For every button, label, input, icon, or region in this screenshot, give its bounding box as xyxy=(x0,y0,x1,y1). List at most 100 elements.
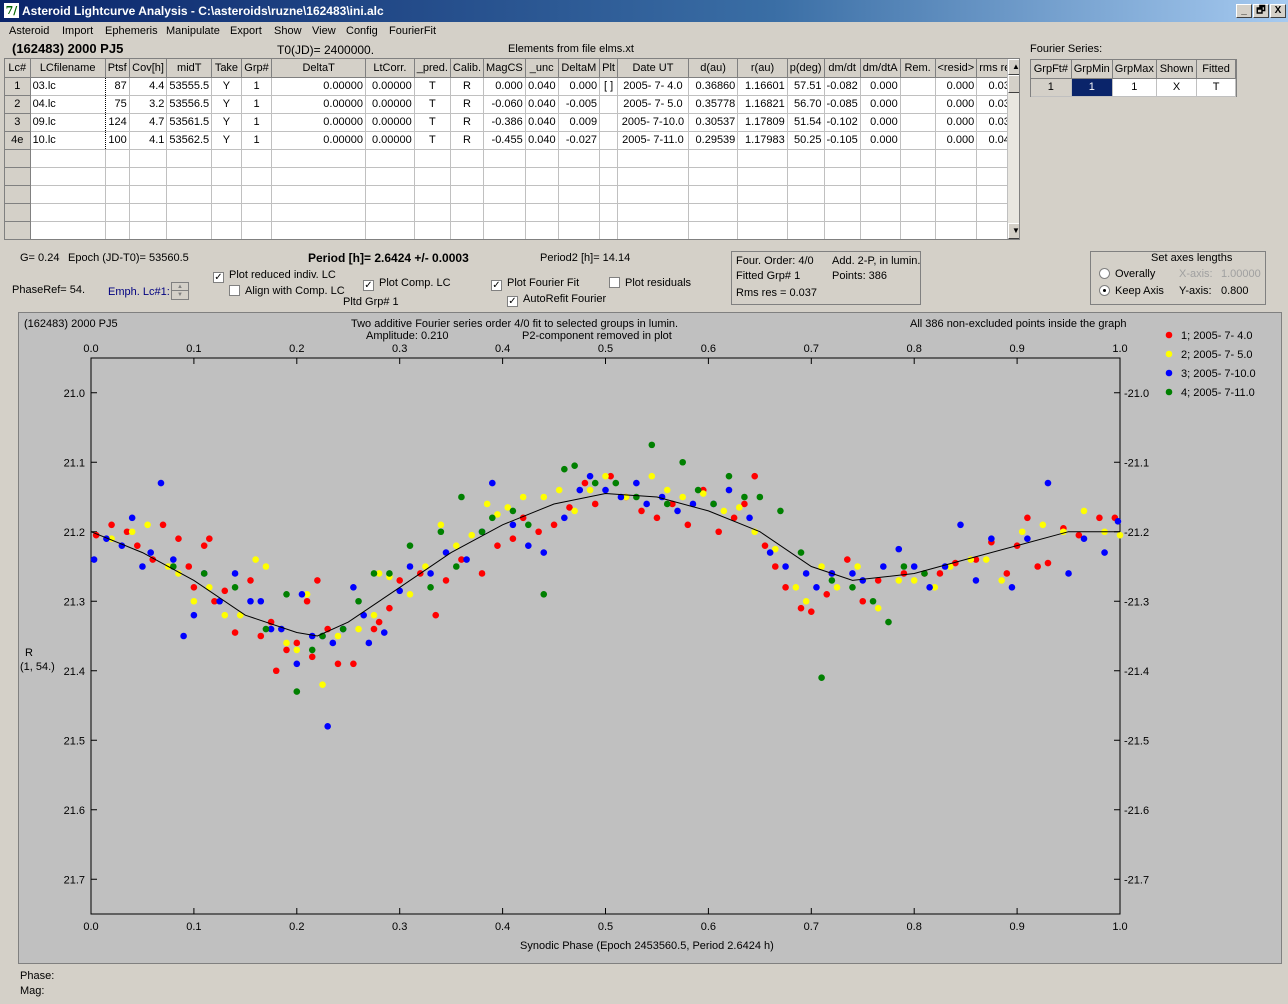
emph-spinner[interactable]: ▲ ▼ xyxy=(171,282,189,300)
table-cell[interactable]: Y xyxy=(211,131,242,150)
column-header[interactable]: Calib. xyxy=(450,59,485,78)
menu-ephemeris[interactable]: Ephemeris xyxy=(105,25,158,37)
table-cell[interactable] xyxy=(599,221,619,239)
table-cell[interactable]: T xyxy=(414,113,451,132)
table-cell[interactable] xyxy=(166,149,213,168)
table-row[interactable]: 2 04.lc 75 3.2 53556.5 Y 1 0.00000 0.00000 T R -0.0… xyxy=(5,95,1019,114)
table-cell[interactable] xyxy=(271,185,367,204)
table-cell[interactable] xyxy=(900,113,936,132)
table-cell[interactable] xyxy=(600,239,618,240)
table-cell[interactable]: 0.00000 xyxy=(271,95,367,114)
table-cell[interactable] xyxy=(271,203,367,222)
table-cell[interactable] xyxy=(900,149,936,168)
column-header[interactable]: GrpMin xyxy=(1071,60,1113,79)
table-cell[interactable]: 2005- 7- 4.0 xyxy=(617,77,689,96)
table-cell[interactable]: -0.455 xyxy=(483,131,526,150)
table-cell[interactable] xyxy=(860,167,901,186)
menu-fourierfit[interactable]: FourierFit xyxy=(389,25,437,37)
table-cell[interactable] xyxy=(241,203,273,222)
menu-export[interactable]: Export xyxy=(230,25,262,37)
table-cell[interactable] xyxy=(525,149,559,168)
table-cell[interactable] xyxy=(860,239,900,240)
table-cell[interactable] xyxy=(271,167,367,186)
table-cell[interactable] xyxy=(241,221,273,239)
table-cell[interactable] xyxy=(30,185,106,204)
column-header[interactable]: Cov[h] xyxy=(129,59,168,78)
table-cell[interactable] xyxy=(483,221,526,239)
table-cell[interactable]: Y xyxy=(211,95,242,114)
table-row[interactable] xyxy=(5,203,1019,222)
table-cell[interactable]: 09.lc xyxy=(30,113,106,132)
table-cell[interactable] xyxy=(272,239,366,240)
scroll-up-arrow-icon[interactable]: ▲ xyxy=(1008,59,1019,75)
table-cell[interactable] xyxy=(599,95,619,114)
row-header[interactable]: 1 xyxy=(5,77,31,96)
column-header[interactable]: Ptsf xyxy=(105,59,130,78)
table-cell[interactable] xyxy=(688,185,739,204)
table-cell[interactable] xyxy=(211,167,242,186)
table-cell[interactable] xyxy=(935,149,978,168)
table-cell[interactable] xyxy=(900,131,936,150)
column-header[interactable]: _unc xyxy=(525,59,559,78)
row-header[interactable] xyxy=(5,149,31,168)
row-header[interactable] xyxy=(5,203,31,222)
table-cell[interactable]: 0.000 xyxy=(860,77,901,96)
table-cell[interactable] xyxy=(900,221,936,239)
table-cell[interactable]: 100 xyxy=(105,131,130,150)
table-cell[interactable] xyxy=(129,221,168,239)
table-cell[interactable] xyxy=(166,167,213,186)
table-cell[interactable] xyxy=(414,221,451,239)
table-cell[interactable] xyxy=(30,203,106,222)
table-cell[interactable] xyxy=(558,221,601,239)
menu-config[interactable]: Config xyxy=(346,25,378,37)
table-cell[interactable] xyxy=(824,185,861,204)
close-button[interactable]: X xyxy=(1270,4,1286,18)
spin-down-icon[interactable]: ▼ xyxy=(177,292,183,298)
table-row[interactable] xyxy=(5,149,1019,168)
table-cell[interactable] xyxy=(617,185,689,204)
table-cell[interactable]: 03.lc xyxy=(30,77,106,96)
minimize-button[interactable]: _ xyxy=(1236,4,1252,18)
table-cell[interactable]: -0.082 xyxy=(824,77,861,96)
table-row[interactable] xyxy=(5,239,1019,240)
table-cell[interactable]: 0.00000 xyxy=(271,77,367,96)
column-header[interactable]: LCfilename xyxy=(30,59,106,78)
table-cell[interactable] xyxy=(737,221,788,239)
table-cell[interactable]: Y xyxy=(211,113,242,132)
column-header[interactable]: Date UT xyxy=(617,59,689,78)
table-cell[interactable] xyxy=(211,221,242,239)
table-cell[interactable] xyxy=(271,221,367,239)
table-cell[interactable]: 75 xyxy=(105,95,130,114)
table-cell[interactable] xyxy=(483,149,526,168)
table-cell[interactable]: T xyxy=(414,77,451,96)
menu-show[interactable]: Show xyxy=(274,25,302,37)
table-cell[interactable] xyxy=(599,167,619,186)
table-cell[interactable]: X xyxy=(1156,78,1198,97)
table-cell[interactable]: -0.386 xyxy=(483,113,526,132)
table-cell[interactable]: R xyxy=(450,113,485,132)
table-row[interactable]: 3 09.lc 124 4.7 53561.5 Y 1 0.00000 0.00000 T R -0.… xyxy=(5,113,1019,132)
table-cell[interactable] xyxy=(241,167,273,186)
menu-manipulate[interactable]: Manipulate xyxy=(166,25,220,37)
menu-view[interactable]: View xyxy=(312,25,336,37)
table-cell[interactable]: -0.060 xyxy=(483,95,526,114)
table-cell[interactable]: 0.000 xyxy=(935,113,978,132)
column-header[interactable]: LtCorr. xyxy=(365,59,415,78)
table-cell[interactable] xyxy=(450,149,485,168)
table-cell[interactable] xyxy=(617,221,689,239)
table-cell[interactable] xyxy=(450,185,485,204)
table-cell[interactable] xyxy=(366,239,415,240)
table-cell[interactable] xyxy=(737,149,788,168)
table-cell[interactable] xyxy=(599,113,619,132)
table-cell[interactable]: 4.1 xyxy=(129,131,168,150)
column-header[interactable]: r(au) xyxy=(737,59,788,78)
table-cell[interactable] xyxy=(166,185,213,204)
table-cell[interactable]: 0.040 xyxy=(525,131,559,150)
table-cell[interactable] xyxy=(824,221,861,239)
table-cell[interactable] xyxy=(900,77,936,96)
table-cell[interactable] xyxy=(787,185,825,204)
table-cell[interactable] xyxy=(737,203,788,222)
table-cell[interactable] xyxy=(414,149,451,168)
table-cell[interactable]: 0.000 xyxy=(935,95,978,114)
table-cell[interactable] xyxy=(450,203,485,222)
